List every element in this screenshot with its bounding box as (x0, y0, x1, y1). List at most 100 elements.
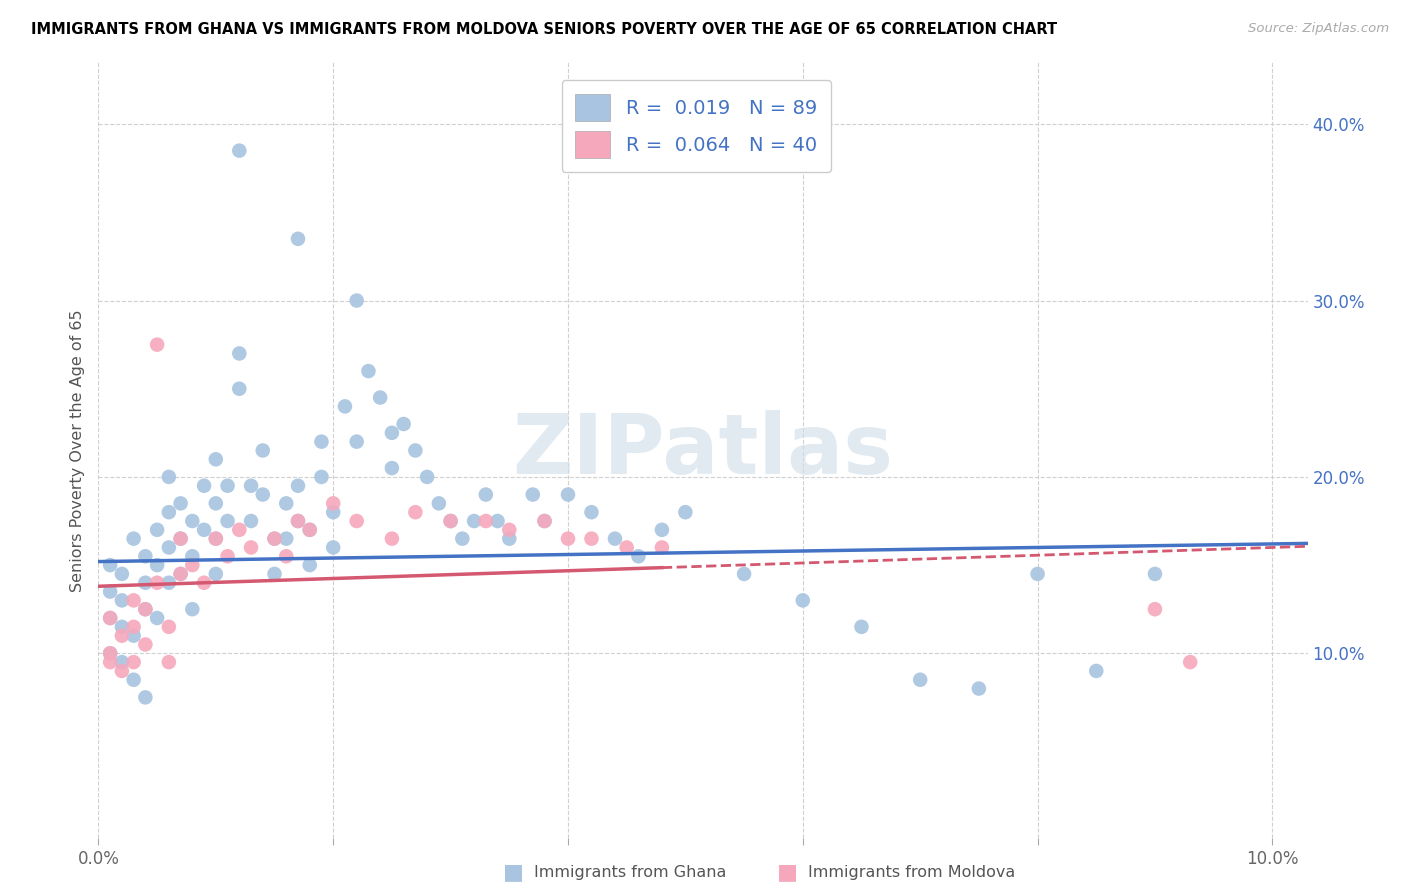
Text: ZIPatlas: ZIPatlas (513, 410, 893, 491)
Point (346, 514, 368, 528)
Point (134, 602, 156, 616)
Point (111, 655, 134, 669)
Point (98, 611, 121, 625)
Point (908, 673, 931, 687)
Point (333, 400, 356, 414)
Point (381, 532, 404, 546)
Point (581, 532, 603, 546)
Point (1026, 566, 1049, 581)
Point (111, 593, 134, 607)
Point (368, 391, 391, 405)
Point (298, 523, 321, 537)
Point (439, 514, 461, 528)
Point (252, 487, 274, 501)
Point (581, 505, 603, 519)
Point (204, 452, 226, 467)
Point (240, 479, 263, 493)
Point (134, 690, 156, 705)
Point (522, 487, 544, 501)
Point (111, 566, 134, 581)
Point (217, 549, 239, 564)
Point (322, 505, 344, 519)
Point (169, 532, 191, 546)
Point (533, 514, 555, 528)
Point (217, 479, 239, 493)
Point (276, 549, 298, 564)
Point (381, 461, 404, 475)
Point (381, 425, 404, 440)
Point (204, 566, 226, 581)
Point (228, 144, 250, 158)
Point (122, 629, 145, 643)
Point (287, 232, 309, 246)
Point (193, 575, 215, 590)
Text: IMMIGRANTS FROM GHANA VS IMMIGRANTS FROM MOLDOVA SENIORS POVERTY OVER THE AGE OF: IMMIGRANTS FROM GHANA VS IMMIGRANTS FROM… (31, 22, 1057, 37)
Legend: R =  0.019   N = 89, R =  0.064   N = 40: R = 0.019 N = 89, R = 0.064 N = 40 (561, 80, 831, 172)
Point (357, 364, 380, 378)
Point (111, 664, 134, 678)
Point (146, 558, 169, 573)
Point (498, 523, 520, 537)
Point (98, 646, 121, 660)
Point (217, 514, 239, 528)
Point (498, 532, 520, 546)
Point (451, 532, 474, 546)
Point (463, 514, 485, 528)
Point (98, 584, 121, 599)
Text: Immigrants from Ghana: Immigrants from Ghana (534, 865, 727, 880)
Point (322, 541, 344, 555)
Point (122, 655, 145, 669)
Point (181, 558, 204, 573)
Point (533, 514, 555, 528)
Point (157, 505, 180, 519)
Point (557, 487, 579, 501)
Point (122, 532, 145, 546)
Point (228, 346, 250, 360)
Point (169, 566, 191, 581)
Point (122, 593, 145, 607)
Point (475, 487, 498, 501)
Point (134, 549, 156, 564)
Point (673, 505, 696, 519)
Point (193, 479, 215, 493)
Point (967, 681, 990, 696)
Point (733, 566, 755, 581)
Point (240, 514, 263, 528)
Point (1085, 664, 1108, 678)
Point (651, 523, 673, 537)
Point (263, 532, 285, 546)
Point (287, 514, 309, 528)
Point (157, 655, 180, 669)
Point (228, 523, 250, 537)
Point (98, 611, 121, 625)
Point (298, 523, 321, 537)
Point (427, 496, 450, 510)
Text: Source: ZipAtlas.com: Source: ZipAtlas.com (1249, 22, 1389, 36)
Point (439, 514, 461, 528)
Point (616, 541, 638, 555)
Point (311, 434, 333, 449)
Point (122, 673, 145, 687)
Text: ■: ■ (778, 863, 797, 882)
Point (204, 496, 226, 510)
Point (475, 514, 498, 528)
Point (181, 549, 204, 564)
Point (134, 575, 156, 590)
Point (193, 523, 215, 537)
Point (322, 496, 344, 510)
Point (204, 532, 226, 546)
Point (557, 532, 579, 546)
Point (1143, 566, 1166, 581)
Point (416, 470, 439, 484)
Point (181, 514, 204, 528)
Point (404, 443, 426, 458)
Point (169, 496, 191, 510)
Point (157, 541, 180, 555)
Text: Immigrants from Moldova: Immigrants from Moldova (808, 865, 1015, 880)
Point (252, 443, 274, 458)
Point (157, 575, 180, 590)
Point (134, 602, 156, 616)
Point (134, 637, 156, 651)
Point (346, 434, 368, 449)
Y-axis label: Seniors Poverty Over the Age of 65: Seniors Poverty Over the Age of 65 (69, 310, 84, 591)
